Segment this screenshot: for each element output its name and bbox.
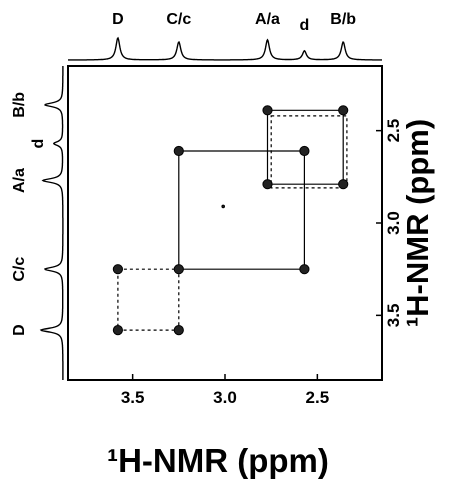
top-peak-label: D bbox=[112, 11, 124, 28]
connection-lines bbox=[117, 109, 348, 331]
top-peak-label: B/b bbox=[330, 11, 356, 28]
connection-line bbox=[178, 150, 305, 270]
y-tick-label: 3.5 bbox=[384, 304, 403, 328]
y-axis-title: ¹H-NMR (ppm) bbox=[400, 119, 435, 327]
cross-peak bbox=[112, 325, 124, 336]
left-peak-label: D bbox=[11, 324, 28, 336]
x-tick-label: 3.5 bbox=[121, 388, 145, 407]
x-axis-title: ¹H-NMR (ppm) bbox=[107, 442, 329, 479]
y-tick-label: 2.5 bbox=[384, 119, 403, 143]
x-tick-label: 2.5 bbox=[306, 388, 330, 407]
cross-peak bbox=[338, 179, 349, 190]
top-peak-label: C/c bbox=[166, 11, 191, 28]
top-peak-labels: D C/c A/a d B/b bbox=[112, 11, 356, 34]
y-axis-ticks: 2.5 3.0 3.5 bbox=[376, 119, 403, 327]
cross-peak bbox=[262, 105, 273, 116]
top-projection-spectrum bbox=[68, 36, 382, 61]
top-peak-label: A/a bbox=[255, 11, 280, 28]
cross-peak bbox=[221, 204, 225, 209]
cross-peaks bbox=[112, 105, 349, 336]
left-peak-label: C/c bbox=[11, 257, 28, 282]
connection-line bbox=[117, 268, 180, 331]
connection-line bbox=[270, 115, 348, 189]
top-peak-label: d bbox=[300, 17, 310, 34]
left-peak-labels: D C/c A/a d B/b bbox=[11, 92, 47, 336]
cross-peak bbox=[112, 264, 124, 275]
left-peak-label: B/b bbox=[11, 92, 28, 118]
x-tick-label: 3.0 bbox=[213, 388, 237, 407]
cross-peak bbox=[338, 105, 349, 116]
y-tick-label: 3.0 bbox=[384, 211, 403, 235]
left-peak-label: A/a bbox=[11, 168, 28, 193]
x-axis-ticks: 3.5 3.0 2.5 bbox=[121, 374, 329, 407]
cross-peak bbox=[262, 179, 273, 190]
cross-peak bbox=[173, 264, 184, 275]
cross-peak bbox=[299, 264, 310, 275]
cross-peak bbox=[173, 145, 184, 157]
cross-peak bbox=[173, 325, 184, 336]
cross-peak bbox=[299, 145, 310, 157]
left-peak-label: d bbox=[30, 139, 47, 149]
left-projection-spectrum bbox=[39, 66, 64, 380]
